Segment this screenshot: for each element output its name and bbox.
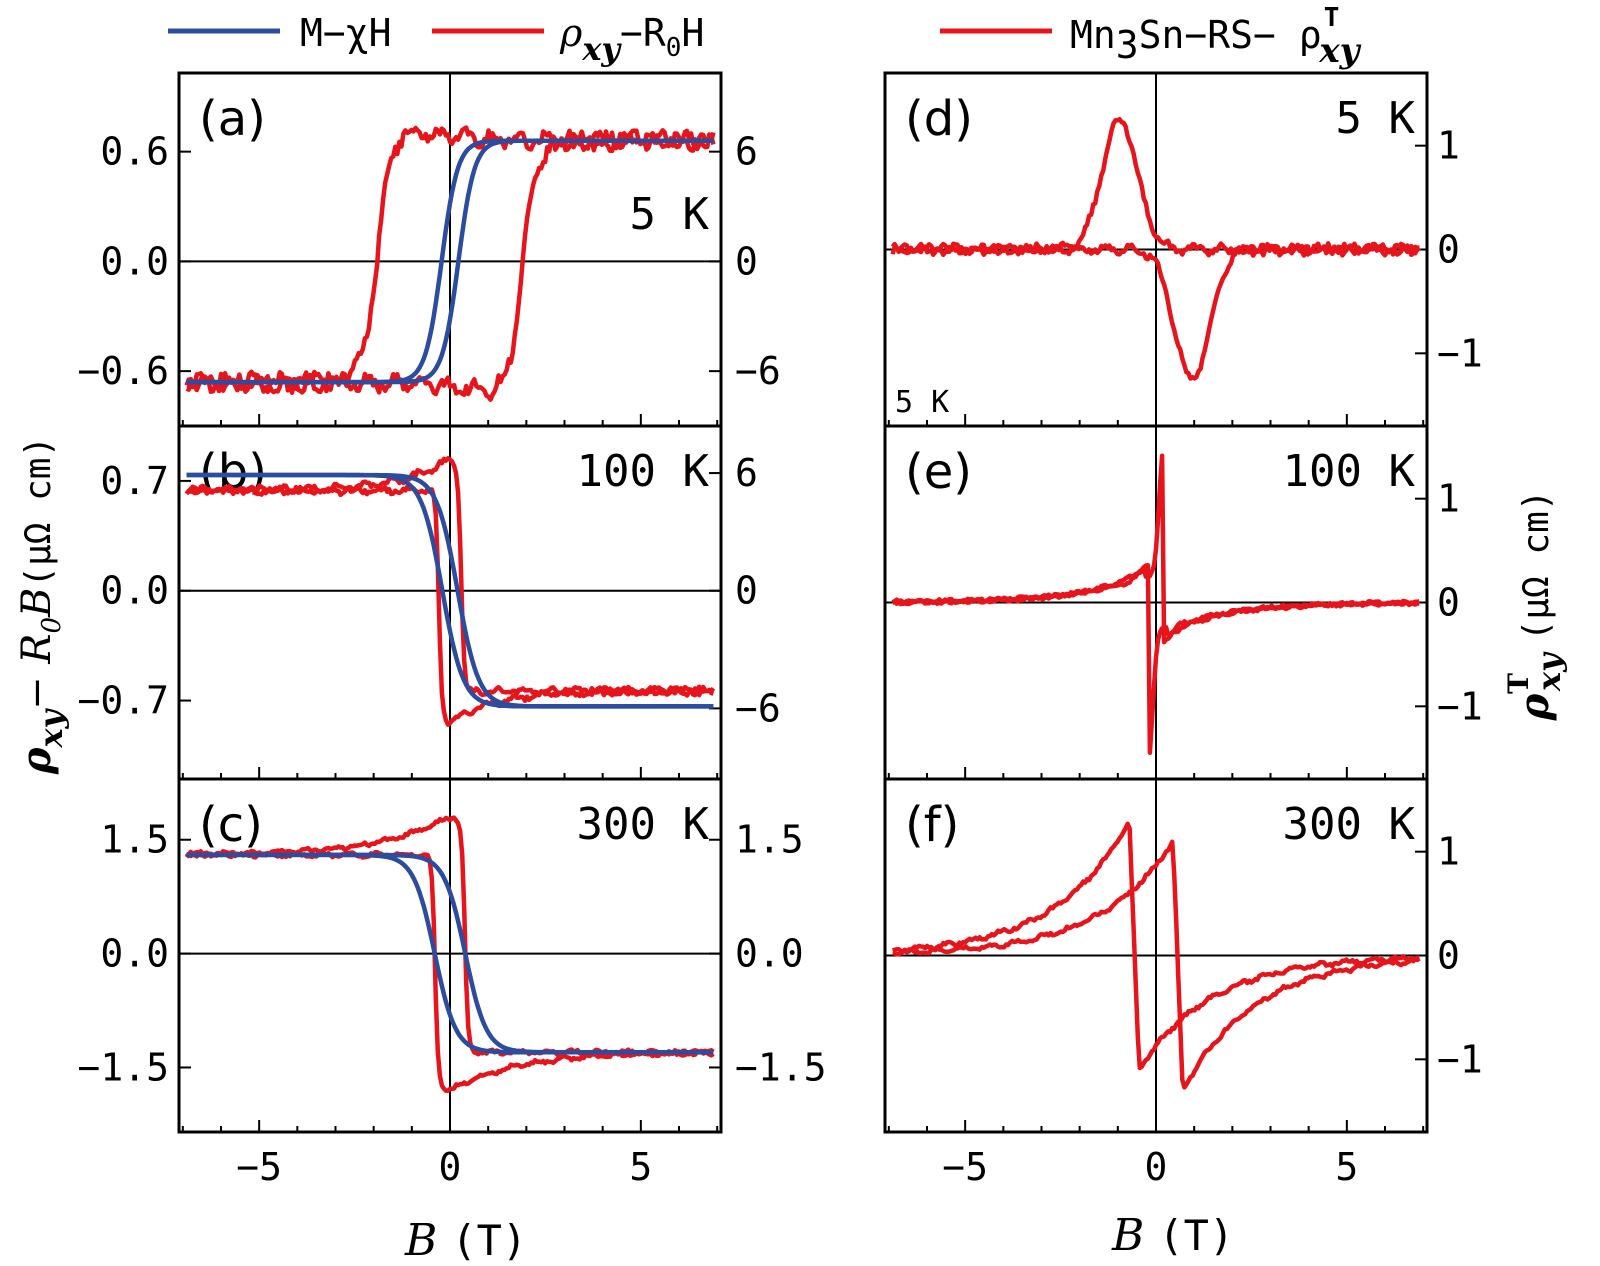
temperature-label: 100 K — [1283, 446, 1416, 497]
y-tick-label: −1 — [1437, 331, 1483, 375]
y2-tick-label: 0 — [735, 569, 758, 613]
legend-blue-label: M−χH — [300, 11, 392, 55]
panel-letter: (c) — [199, 797, 263, 853]
inner-note: 5 K — [895, 385, 949, 420]
temperature-label: 300 K — [1283, 799, 1416, 850]
y-tick-label: 1 — [1437, 124, 1460, 168]
y-tick-label: 0.0 — [100, 932, 169, 976]
series-group — [184, 815, 715, 1093]
y-tick-label: −0.7 — [77, 679, 169, 723]
panel-letter: (d) — [905, 91, 973, 147]
svg-text:ρTxy(μΩ cm): ρTxy(μΩ cm) — [1502, 490, 1568, 722]
y2-tick-label: 0.0 — [735, 932, 804, 976]
y2-tick-label: −6 — [735, 349, 781, 393]
x-tick-label: 0 — [439, 1145, 462, 1189]
panel-letter: (f) — [905, 797, 959, 853]
left-y-axis-label: ρxy− R0B(μΩ cm) — [13, 436, 70, 775]
x-axis-label-left: B (T) — [404, 1215, 527, 1266]
series-group — [184, 456, 716, 727]
svg-text:B(T): B (T) — [1111, 1210, 1234, 1261]
y-tick-label: 0 — [1437, 581, 1460, 625]
y-tick-label: 1 — [1437, 477, 1460, 521]
panel-d: −1 0 1 (d) 5 K 5 K — [883, 71, 1483, 428]
panel-a: −0.6 0.0 0.6 −6 0 6 (a) 5 K — [77, 71, 781, 428]
red-series-up-sweep — [892, 821, 1420, 1071]
red-series-down-sweep — [185, 484, 715, 727]
red-series-down-sweep — [892, 839, 1421, 1090]
red-series-down-sweep — [891, 453, 1421, 645]
y-tick-label: 0.6 — [100, 130, 169, 174]
series-group — [184, 125, 716, 402]
y-tick-label: 1 — [1437, 830, 1460, 874]
temperature-label: 300 K — [577, 799, 710, 850]
temperature-label: 5 K — [1336, 93, 1416, 144]
panel-e: −1 0 1 (e) 100 K — [883, 424, 1483, 781]
panel-b: −0.70.00.7−606(b) 100 K — [77, 424, 781, 781]
y2-tick-label: −1.5 — [735, 1045, 827, 1089]
y-tick-label: 1.5 — [100, 818, 169, 862]
blue-series-down-sweep — [186, 138, 714, 385]
svg-text:B(T): B (T) — [404, 1215, 527, 1266]
panel-c: −5 0 5 −1.5 0.0 1.5 −1.5 0.0 1.5 (c) 300 K — [77, 777, 827, 1189]
svg-text:ρxy− R0B(μΩ cm): ρxy− R0B(μΩ cm) — [13, 436, 70, 775]
y2-tick-label: 1.5 — [735, 818, 804, 862]
legend: M−χH ρxy−R0H Mn3Sn−RS− ρT xy — [168, 3, 1362, 71]
x-tick-label: 5 — [1335, 1145, 1358, 1189]
blue-series-down-sweep — [186, 852, 714, 1055]
x-tick-label: −5 — [942, 1145, 988, 1189]
y-tick-label: −1 — [1437, 684, 1483, 728]
panels: −0.60.00.6−606(a)5 K−0.70.00.7−606(b) 100… — [77, 71, 1483, 1189]
y2-tick-label: −6 — [735, 686, 781, 730]
blue-series-down-sweep — [186, 472, 714, 709]
panel-letter: (e) — [905, 444, 972, 500]
y2-tick-label: 6 — [735, 451, 758, 495]
y2-tick-label: 0 — [735, 239, 758, 283]
panel-f: −5 0 5 −1 0 1 (f) 300 K — [883, 777, 1483, 1189]
y-tick-label: −1.5 — [77, 1045, 169, 1089]
series-group — [891, 453, 1421, 755]
y-tick-label: 0.0 — [100, 239, 169, 283]
y-tick-label: −0.6 — [77, 349, 169, 393]
series-group — [890, 116, 1422, 381]
x-tick-label: 0 — [1145, 1145, 1168, 1189]
red-series-down-sweep — [890, 241, 1420, 381]
x-tick-label: −5 — [236, 1145, 282, 1189]
y-tick-label: 0 — [1437, 228, 1460, 272]
x-axis-label-right: B (T) — [1111, 1210, 1234, 1261]
panel-letter: (a) — [199, 91, 266, 147]
right-y-axis-label: ρTxy(μΩ cm) — [1502, 490, 1568, 722]
y-tick-label: −1 — [1437, 1037, 1483, 1081]
y-tick-label: 0 — [1437, 934, 1460, 978]
y2-tick-label: 6 — [735, 130, 758, 174]
legend-red-label: ρxy−R0H — [559, 11, 704, 68]
series-group — [892, 821, 1421, 1090]
x-tick-label: 5 — [629, 1145, 652, 1189]
y-tick-label: 0.0 — [100, 569, 169, 613]
legend-right-label: Mn3Sn−RS− ρT xy — [1070, 3, 1362, 71]
temperature-label: 100 K — [577, 446, 710, 497]
y-tick-label: 0.7 — [100, 459, 169, 503]
temperature-label: 5 K — [630, 189, 710, 240]
